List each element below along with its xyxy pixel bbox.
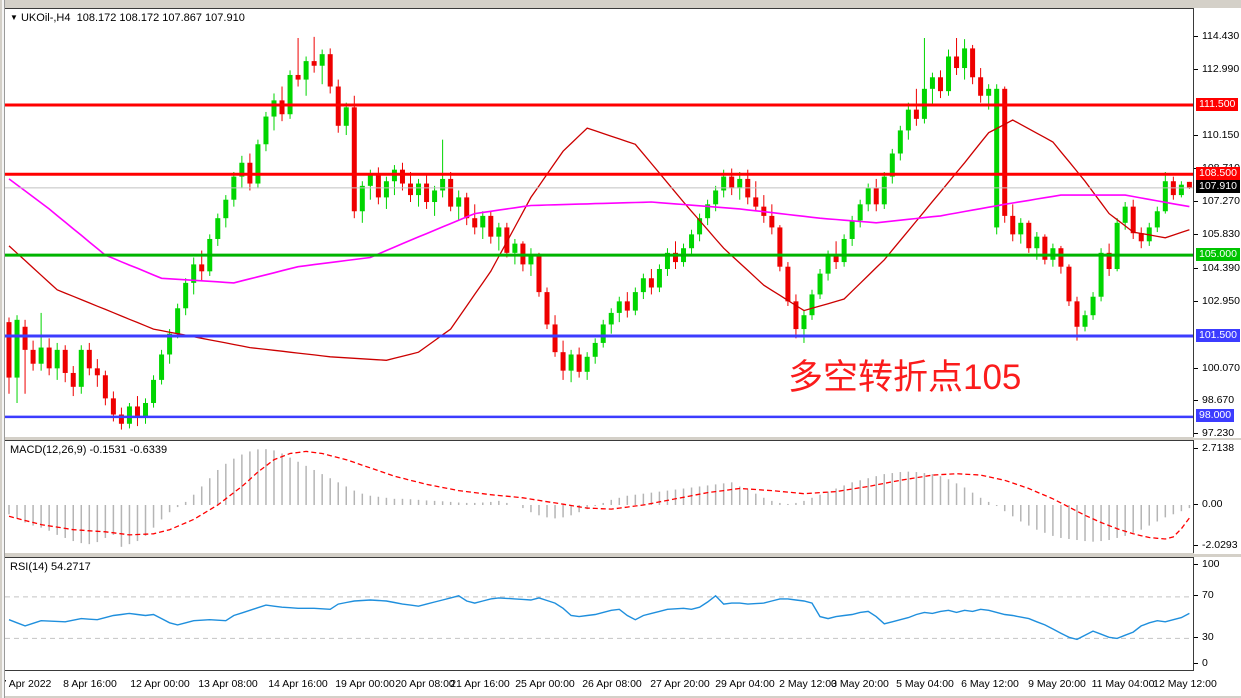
time-axis-label: 11 May 04:00 bbox=[1091, 678, 1155, 690]
panel-separator[interactable] bbox=[0, 553, 1241, 557]
time-axis-label: 9 May 20:00 bbox=[1028, 678, 1086, 690]
scale-tick bbox=[1194, 134, 1198, 136]
scale-tick-label: 102.950 bbox=[1202, 295, 1240, 307]
scale-tick bbox=[1194, 267, 1198, 269]
chart-text-annotation: 多空转折点105 bbox=[788, 358, 1022, 397]
time-axis-label: 3 May 20:00 bbox=[831, 678, 889, 690]
scale-tick bbox=[1194, 399, 1198, 401]
price-level-badge: 101.500 bbox=[1196, 328, 1240, 342]
rsi-panel[interactable]: RSI(14) 54.2717 bbox=[4, 557, 1194, 671]
time-axis-label: 6 May 12:00 bbox=[961, 678, 1019, 690]
macd-label: MACD(12,26,9) -0.1531 -0.6339 bbox=[10, 444, 168, 456]
window-left-chrome bbox=[0, 0, 5, 698]
time-axis-label: 26 Apr 08:00 bbox=[582, 678, 642, 690]
candlestick-chart[interactable] bbox=[5, 9, 1193, 437]
scale-tick-label: -2.0293 bbox=[1202, 539, 1238, 552]
scale-tick-label: 30 bbox=[1202, 630, 1214, 643]
scale-tick-label: 107.270 bbox=[1202, 195, 1240, 208]
scale-tick-label: 100 bbox=[1202, 558, 1220, 571]
time-axis-label: 7 Apr 2022 bbox=[0, 678, 52, 690]
macd-chart[interactable] bbox=[5, 441, 1193, 553]
scale-tick bbox=[1194, 503, 1198, 505]
main-chart-panel[interactable]: ▼ UKOil-,H4 108.172 108.172 107.867 107.… bbox=[4, 8, 1194, 438]
price-level-badge: 111.500 bbox=[1196, 97, 1239, 111]
scale-tick-label: 110.150 bbox=[1202, 128, 1240, 141]
price-scale[interactable]: 114.430112.990110.150108.710107.270105.8… bbox=[1194, 8, 1241, 440]
rsi-chart[interactable] bbox=[5, 558, 1193, 670]
symbol-ohlc-text: UKOil-,H4 108.172 108.172 107.867 107.91… bbox=[20, 12, 245, 24]
time-axis-label: 19 Apr 00:00 bbox=[335, 678, 395, 690]
rsi-label: RSI(14) 54.2717 bbox=[10, 561, 91, 573]
chart-title-overlay: ▼ UKOil-,H4 108.172 108.172 107.867 107.… bbox=[10, 12, 245, 24]
scale-tick-label: 97.230 bbox=[1202, 427, 1235, 440]
scale-tick-label: 70 bbox=[1202, 589, 1214, 602]
time-axis-label: 20 Apr 08:00 bbox=[395, 678, 455, 690]
scale-tick bbox=[1194, 564, 1198, 566]
scale-tick bbox=[1194, 433, 1198, 435]
time-axis-label: 12 Apr 00:00 bbox=[130, 678, 190, 690]
scale-tick-label: 105.830 bbox=[1202, 228, 1240, 241]
scale-tick bbox=[1194, 545, 1198, 547]
price-level-badge: 107.910 bbox=[1196, 180, 1240, 194]
scale-tick-label: 104.390 bbox=[1202, 261, 1240, 274]
time-axis-label: 27 Apr 20:00 bbox=[650, 678, 710, 690]
scale-tick bbox=[1194, 201, 1198, 203]
scale-tick bbox=[1194, 69, 1198, 71]
window-bottom-chrome bbox=[0, 696, 1241, 698]
time-axis-label: 13 Apr 08:00 bbox=[198, 678, 258, 690]
scale-tick-label: 112.990 bbox=[1202, 63, 1240, 76]
scale-tick bbox=[1194, 35, 1198, 37]
price-level-badge: 105.000 bbox=[1196, 247, 1240, 261]
macd-panel[interactable]: MACD(12,26,9) -0.1531 -0.6339 bbox=[4, 440, 1194, 554]
scale-tick bbox=[1194, 367, 1198, 369]
time-axis-label: 29 Apr 04:00 bbox=[715, 678, 775, 690]
time-axis-label: 5 May 04:00 bbox=[896, 678, 954, 690]
scale-tick bbox=[1194, 301, 1198, 302]
scale-tick-label: 98.670 bbox=[1202, 393, 1235, 406]
scale-tick-label: 0 bbox=[1202, 656, 1208, 669]
panel-separator[interactable] bbox=[0, 437, 1241, 440]
scale-tick-label: 100.070 bbox=[1202, 361, 1240, 374]
scale-tick-label: 2.7138 bbox=[1202, 441, 1235, 454]
time-axis[interactable]: 7 Apr 2022 8 Apr 16:00 12 Apr 00:00 13 Apr … bbox=[0, 670, 1241, 698]
time-axis-label: 25 Apr 00:00 bbox=[515, 678, 575, 690]
scale-tick bbox=[1194, 447, 1198, 449]
time-axis-label: 21 Apr 16:00 bbox=[450, 678, 510, 690]
price-level-badge: 108.500 bbox=[1196, 166, 1240, 180]
scale-tick bbox=[1194, 662, 1198, 664]
scale-tick bbox=[1194, 234, 1198, 236]
scale-tick-label: 0.00 bbox=[1202, 497, 1223, 510]
symbol-dropdown-icon[interactable]: ▼ bbox=[10, 13, 18, 22]
scale-tick bbox=[1194, 636, 1198, 638]
rsi-scale[interactable]: 100 70 30 0 bbox=[1194, 557, 1241, 671]
time-axis-label: 2 May 12:00 bbox=[779, 678, 837, 690]
time-axis-label: 12 May 12:00 bbox=[1153, 678, 1217, 690]
scale-tick bbox=[1194, 595, 1198, 597]
time-axis-label: 14 Apr 16:00 bbox=[268, 678, 328, 690]
price-level-badge: 98.000 bbox=[1196, 409, 1235, 423]
scale-tick-label: 114.430 bbox=[1202, 29, 1240, 42]
time-axis-label: 8 Apr 16:00 bbox=[63, 678, 117, 690]
macd-scale[interactable]: 2.7138 0.00 -2.0293 bbox=[1194, 440, 1241, 554]
